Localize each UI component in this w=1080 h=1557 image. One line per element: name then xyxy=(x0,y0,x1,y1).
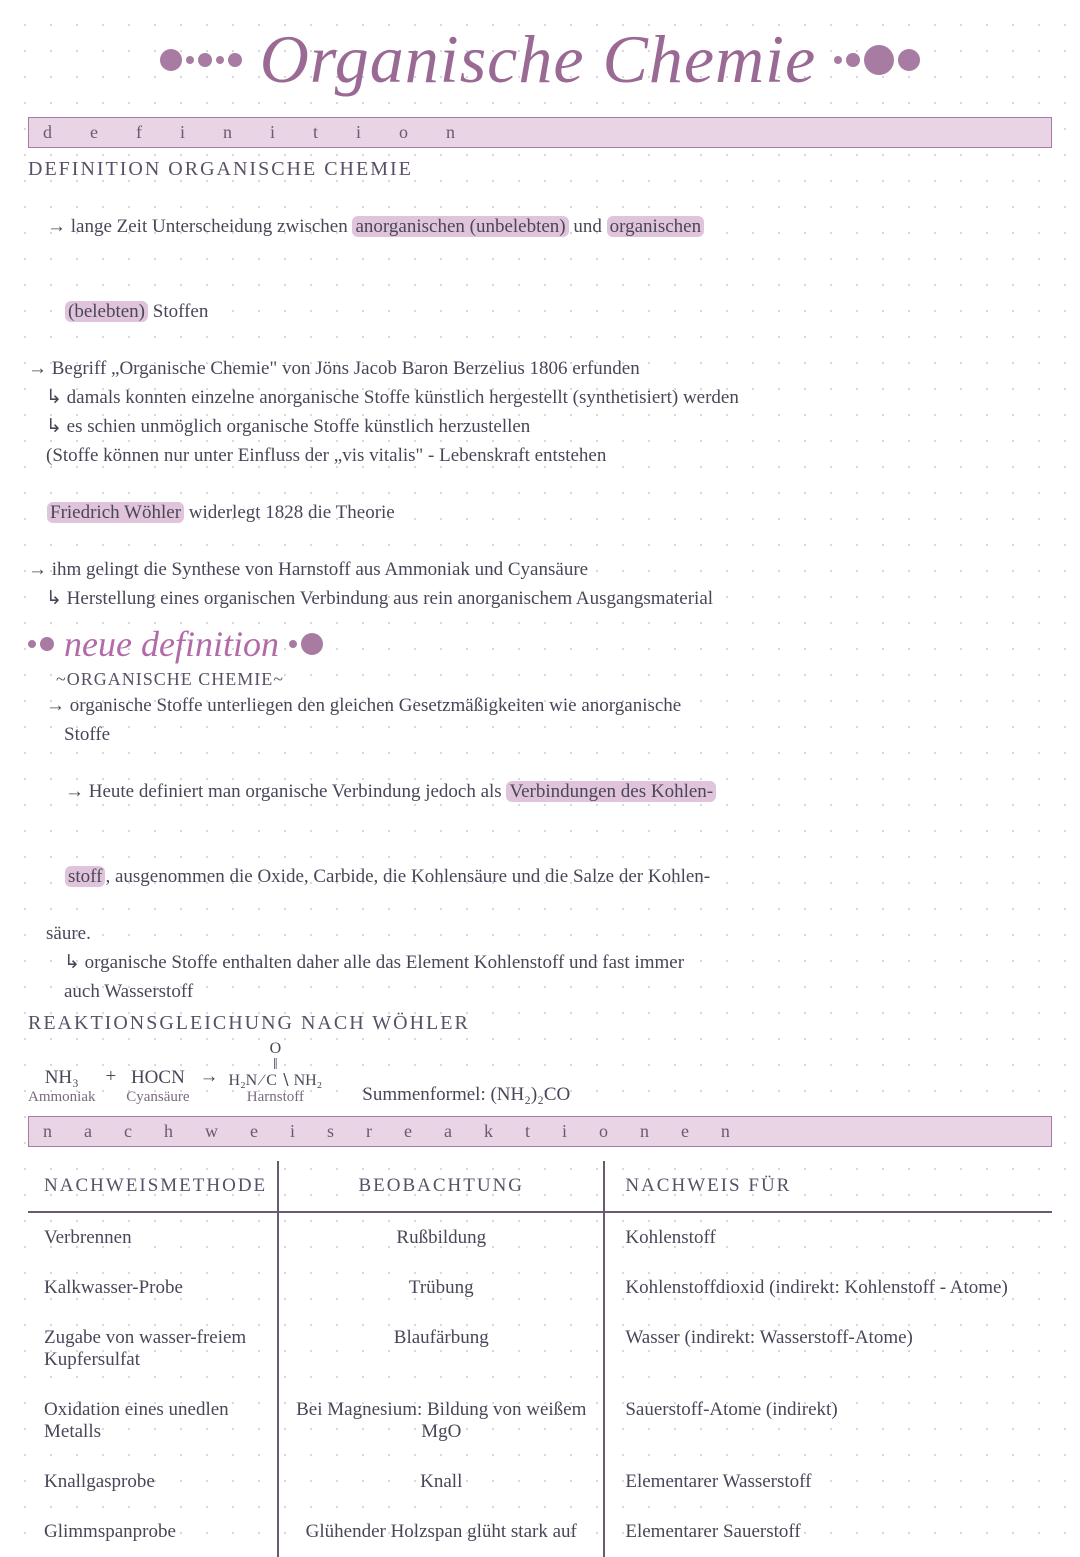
dot-cluster-left xyxy=(160,49,242,71)
text: säure. xyxy=(28,920,1052,948)
reactant1-label: Ammoniak xyxy=(28,1089,96,1106)
text: ↳ es schien unmöglich organische Stoffe … xyxy=(28,413,1052,441)
table-cell: Sauerstoff-Atome (indirekt) xyxy=(604,1385,1052,1457)
subheading-neue-definition: neue definition xyxy=(64,623,279,665)
text: (Stoffe können nur unter Einfluss der „v… xyxy=(28,442,1052,470)
heading-org-chemie: ~ORGANISCHE CHEMIE~ xyxy=(56,669,1052,690)
text: → ihm gelingt die Synthese von Harnstoff… xyxy=(28,556,1052,584)
table-cell: Trübung xyxy=(278,1263,604,1313)
dot-cluster-right xyxy=(834,45,920,75)
nachweis-table: NACHWEISMETHODE BEOBACHTUNG NACHWEIS FÜR… xyxy=(28,1161,1052,1557)
text: Stoffen xyxy=(148,301,208,322)
text: Stoffe xyxy=(28,721,1052,749)
definition-body: → lange Zeit Unterscheidung zwischen ano… xyxy=(28,185,1052,613)
page-title: Organische Chemie xyxy=(260,20,816,99)
table-row: Oxidation eines unedlen MetallsBei Magne… xyxy=(28,1385,1052,1457)
table-row: GlimmspanprobeGlühender Holzspan glüht s… xyxy=(28,1507,1052,1557)
table-cell: Rußbildung xyxy=(278,1212,604,1263)
table-row: VerbrennenRußbildungKohlenstoff xyxy=(28,1212,1052,1263)
table-cell: Glühender Holzspan glüht stark auf xyxy=(278,1507,604,1557)
product-structure: O ‖ H₂N ⁄ C ∖ NH₂ xyxy=(229,1041,323,1089)
plus-sign: + xyxy=(106,1066,117,1088)
highlight-stoff: stoff xyxy=(65,866,105,887)
table-header-row: NACHWEISMETHODE BEOBACHTUNG NACHWEIS FÜR xyxy=(28,1161,1052,1212)
reactant2-formula: HOCN xyxy=(131,1067,185,1089)
text: → organische Stoffe unterliegen den glei… xyxy=(28,692,1052,720)
highlight-woehler: Friedrich Wöhler xyxy=(47,502,184,523)
dot-cluster-sub-right xyxy=(289,633,323,655)
table-row: Zugabe von wasser-freiem KupfersulfatBla… xyxy=(28,1313,1052,1385)
table-cell: Blaufärbung xyxy=(278,1313,604,1385)
table-cell: Bei Magnesium: Bildung von weißem MgO xyxy=(278,1385,604,1457)
text: , ausgenommen die Oxide, Carbide, die Ko… xyxy=(105,866,710,887)
table-cell: Zugabe von wasser-freiem Kupfersulfat xyxy=(28,1313,278,1385)
subheading-row: neue definition xyxy=(28,623,1052,665)
reactant2-label: Cyansäure xyxy=(126,1089,189,1106)
table-row: Kalkwasser-ProbeTrübungKohlenstoffdioxid… xyxy=(28,1263,1052,1313)
th-observation: BEOBACHTUNG xyxy=(278,1161,604,1212)
highlight-organisch: organischen xyxy=(607,216,704,237)
text: und xyxy=(569,216,607,237)
text: → Heute definiert man organische Verbind… xyxy=(65,781,506,802)
table-cell: Knallgasprobe xyxy=(28,1457,278,1507)
table-cell: Elementarer Sauerstoff xyxy=(604,1507,1052,1557)
nachweis-table-wrap: NACHWEISMETHODE BEOBACHTUNG NACHWEIS FÜR… xyxy=(28,1161,1052,1557)
dot-cluster-sub-left xyxy=(28,637,54,651)
table-cell: Kohlenstoff xyxy=(604,1212,1052,1263)
section-bar-definition: definition xyxy=(28,117,1052,148)
text: auch Wasserstoff xyxy=(28,978,1052,1006)
highlight-belebten: (belebten) xyxy=(65,301,148,322)
reaction-equation: NH₃ Ammoniak + HOCN Cyansäure → O ‖ H₂N … xyxy=(28,1041,1052,1106)
section-bar-nachweis: nachweisreaktionen xyxy=(28,1116,1052,1147)
th-proof: NACHWEIS FÜR xyxy=(604,1161,1052,1212)
neue-definition-body: → organische Stoffe unterliegen den glei… xyxy=(28,692,1052,1006)
table-cell: Knall xyxy=(278,1457,604,1507)
product-label: Harnstoff xyxy=(247,1089,304,1106)
table-cell: Wasser (indirekt: Wasserstoff-Atome) xyxy=(604,1313,1052,1385)
heading-reaktion: REAKTIONSGLEICHUNG NACH WÖHLER xyxy=(28,1012,1052,1035)
table-row: KnallgasprobeKnallElementarer Wasserstof… xyxy=(28,1457,1052,1507)
table-cell: Oxidation eines unedlen Metalls xyxy=(28,1385,278,1457)
title-row: Organische Chemie xyxy=(28,20,1052,99)
highlight-verbindungen: Verbindungen des Kohlen- xyxy=(506,781,716,802)
text: → Begriff „Organische Chemie" von Jöns J… xyxy=(28,355,1052,383)
text: ↳ organische Stoffe enthalten daher alle… xyxy=(28,949,1052,977)
text: widerlegt 1828 die Theorie xyxy=(184,502,395,523)
table-cell: Verbrennen xyxy=(28,1212,278,1263)
table-cell: Elementarer Wasserstoff xyxy=(604,1457,1052,1507)
text: ↳ damals konnten einzelne anorganische S… xyxy=(28,384,1052,412)
table-cell: Glimmspanprobe xyxy=(28,1507,278,1557)
text: → lange Zeit Unterscheidung zwischen xyxy=(47,216,352,237)
th-method: NACHWEISMETHODE xyxy=(28,1161,278,1212)
reactant1-formula: NH₃ xyxy=(45,1067,79,1089)
heading-definition: DEFINITION ORGANISCHE CHEMIE xyxy=(28,158,1052,181)
highlight-anorganisch: anorganischen (unbelebten) xyxy=(352,216,568,237)
table-cell: Kohlenstoffdioxid (indirekt: Kohlenstoff… xyxy=(604,1263,1052,1313)
sum-formula: Summenformel: (NH₂)₂CO xyxy=(362,1084,570,1106)
arrow: → xyxy=(200,1066,219,1088)
table-cell: Kalkwasser-Probe xyxy=(28,1263,278,1313)
text: ↳ Herstellung eines organischen Verbindu… xyxy=(28,585,1052,613)
